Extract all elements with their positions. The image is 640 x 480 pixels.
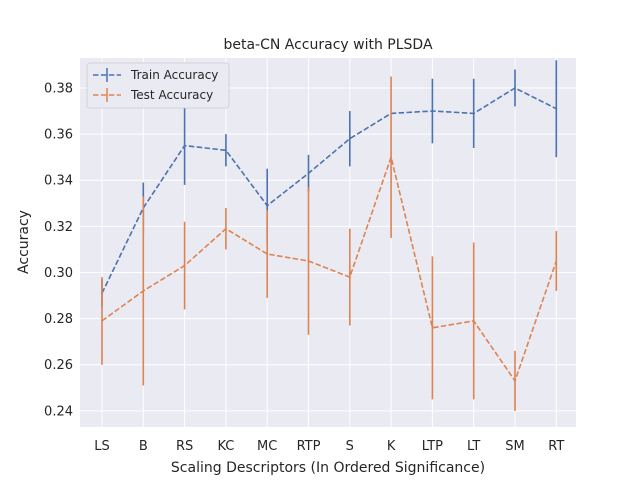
- series-0: [101, 60, 558, 308]
- legend-label-train: Train Accuracy: [130, 68, 218, 82]
- legend-test-marker: [93, 88, 121, 102]
- y-tick-label: 0.26: [44, 358, 73, 373]
- x-tick-label: RTP: [297, 439, 321, 454]
- data-point: [101, 320, 103, 322]
- x-tick-label: MC: [257, 439, 277, 454]
- data-point: [266, 253, 269, 255]
- x-tick-label: SM: [505, 439, 524, 454]
- x-tick-labels: LS B RS KC MC RTP S K LTP LT SM RT: [94, 439, 564, 454]
- y-tick-label: 0.34: [44, 174, 73, 189]
- data-point: [390, 156, 392, 159]
- x-tick-label: S: [346, 439, 354, 454]
- x-tick-label: KC: [217, 439, 234, 454]
- data-point: [348, 137, 351, 140]
- series-line: [101, 154, 558, 383]
- x-tick-label: LS: [94, 439, 110, 454]
- y-tick-label: 0.30: [44, 266, 73, 281]
- x-tick-label: B: [139, 439, 148, 454]
- data-point: [431, 326, 434, 329]
- x-axis-label: Scaling Descriptors (In Ordered Signific…: [171, 460, 485, 476]
- data-point: [431, 110, 434, 112]
- plot-background: [80, 58, 576, 427]
- legend-label-test: Test Accuracy: [130, 88, 213, 102]
- y-tick-label: 0.38: [44, 81, 73, 96]
- series-layer: [101, 60, 558, 411]
- y-tick-label: 0.32: [44, 220, 73, 235]
- data-point: [555, 260, 558, 262]
- data-point: [266, 204, 269, 207]
- y-axis-label: Accuracy: [16, 210, 32, 274]
- data-point: [183, 144, 186, 147]
- data-point: [307, 260, 310, 262]
- series-1: [101, 76, 558, 411]
- legend-box: [86, 62, 230, 109]
- y-tick-label: 0.24: [44, 404, 73, 419]
- x-tick-label: LT: [467, 439, 480, 454]
- legend-train-marker: [93, 68, 121, 82]
- data-point: [514, 87, 516, 89]
- legend: Train Accuracy Test Accuracy: [86, 62, 230, 109]
- y-tick-labels: 0.24 0.26 0.28 0.30 0.32 0.34 0.36 0.38: [44, 81, 73, 419]
- data-point: [225, 227, 227, 230]
- y-tick-label: 0.28: [44, 312, 73, 327]
- data-point: [307, 172, 310, 175]
- series-line: [101, 87, 557, 294]
- x-tick-label: RS: [176, 439, 193, 454]
- data-point: [225, 149, 227, 152]
- y-gridlines: [80, 87, 576, 412]
- data-point: [142, 290, 145, 292]
- data-point: [555, 107, 558, 110]
- data-point: [183, 264, 186, 267]
- data-point: [348, 276, 351, 278]
- data-point: [472, 112, 475, 115]
- data-point: [514, 379, 516, 382]
- data-point: [472, 320, 475, 322]
- x-tick-label: RT: [548, 439, 564, 454]
- x-tick-label: LTP: [422, 439, 443, 454]
- x-tick-label: K: [387, 439, 396, 454]
- y-tick-label: 0.36: [44, 128, 73, 143]
- chart-title: beta-CN Accuracy with PLSDA: [223, 37, 433, 53]
